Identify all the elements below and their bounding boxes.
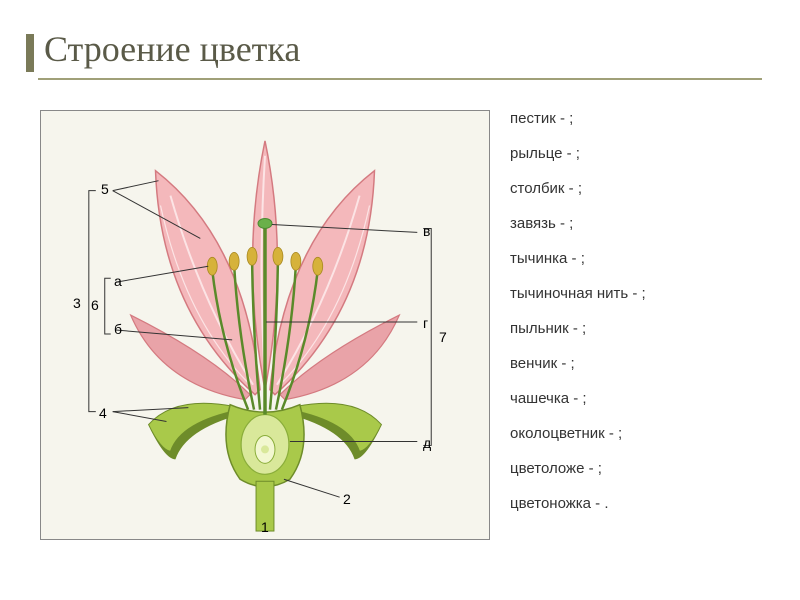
flower-svg <box>41 111 489 539</box>
legend-item: столбик - ; <box>510 180 790 197</box>
flower-diagram: 5 а б 6 3 4 в г д 7 2 1 <box>40 110 490 540</box>
legend-list: пестик - ; рыльце - ; столбик - ; завязь… <box>510 110 790 530</box>
label-5: 5 <box>101 181 109 197</box>
legend-item: тычиночная нить - ; <box>510 285 790 302</box>
label-g: г <box>423 315 428 331</box>
legend-item: завязь - ; <box>510 215 790 232</box>
label-3: 3 <box>73 295 81 311</box>
label-a: а <box>114 273 122 289</box>
legend-item: пестик - ; <box>510 110 790 127</box>
accent-block <box>26 34 34 72</box>
label-b: б <box>114 321 122 337</box>
label-2: 2 <box>343 491 351 507</box>
legend-item: цветоножка - . <box>510 495 790 512</box>
label-v: в <box>423 223 430 239</box>
label-6: 6 <box>91 297 99 313</box>
legend-item: пыльник - ; <box>510 320 790 337</box>
legend-item: околоцветник - ; <box>510 425 790 442</box>
legend-item: цветоложе - ; <box>510 460 790 477</box>
legend-item: венчик - ; <box>510 355 790 372</box>
label-7: 7 <box>439 329 447 345</box>
title-underline <box>38 78 762 80</box>
legend-item: рыльце - ; <box>510 145 790 162</box>
legend-item: чашечка - ; <box>510 390 790 407</box>
label-d: д <box>423 435 431 451</box>
label-1: 1 <box>261 519 269 535</box>
legend-item: тычинка - ; <box>510 250 790 267</box>
page-title: Строение цветка <box>44 28 300 70</box>
label-4: 4 <box>99 405 107 421</box>
